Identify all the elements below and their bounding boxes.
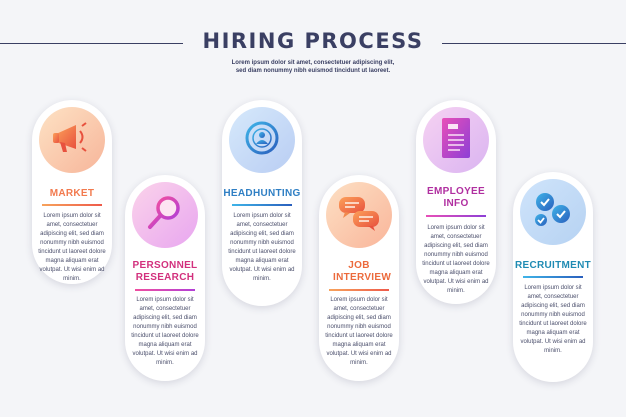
document-icon: [438, 116, 474, 165]
step-underline: [232, 204, 292, 206]
step-underline: [426, 215, 486, 217]
step-underline: [523, 276, 583, 278]
step-underline: [329, 289, 389, 291]
step-label-employee-info: EMPLOYEE INFO: [427, 186, 485, 209]
step-card-personnel-research: PERSONNEL RESEARCH Lorem ipsum dolor sit…: [125, 175, 205, 381]
magnifier-icon: [145, 193, 185, 238]
step-icon-circle: [520, 179, 586, 245]
header-rule-left: [0, 43, 183, 44]
megaphone-icon: [50, 118, 94, 163]
step-label-personnel-research: PERSONNEL RESEARCH: [132, 260, 198, 283]
step-underline: [42, 204, 102, 206]
step-card-recruitment: RECRUITMENT Lorem ipsum dolor sit amet, …: [513, 172, 593, 382]
step-text-recruitment: Lorem ipsum dolor sit amet, consectetuer…: [519, 285, 587, 354]
step-icon-circle: [39, 107, 105, 173]
step-text-market: Lorem ipsum dolor sit amet, consectetuer…: [38, 213, 106, 282]
step-label-headhunting: HEADHUNTING: [223, 188, 301, 199]
header-rule-right: [442, 43, 626, 44]
step-icon-circle: [423, 107, 489, 173]
step-card-headhunting: HEADHUNTING Lorem ipsum dolor sit amet, …: [222, 100, 302, 306]
step-icon-circle: [229, 107, 295, 173]
step-card-employee-info: EMPLOYEE INFO Lorem ipsum dolor sit amet…: [416, 100, 496, 304]
step-text-personnel-research: Lorem ipsum dolor sit amet, consectetuer…: [131, 297, 199, 366]
page-title: HIRING PROCESS: [202, 29, 424, 53]
page-subtitle: Lorem ipsum dolor sit amet, consectetuer…: [231, 60, 395, 74]
step-label-market: MARKET: [49, 188, 95, 199]
checkmarks-icon: [531, 190, 575, 235]
chat-bubbles-icon: [337, 193, 381, 238]
target-person-icon: [240, 116, 284, 165]
step-label-recruitment: RECRUITMENT: [514, 260, 592, 271]
step-card-job-interview: JOB INTERVIEW Lorem ipsum dolor sit amet…: [319, 175, 399, 381]
step-underline: [135, 289, 195, 291]
step-label-job-interview: JOB INTERVIEW: [333, 260, 392, 283]
step-text-headhunting: Lorem ipsum dolor sit amet, consectetuer…: [228, 213, 296, 282]
step-text-job-interview: Lorem ipsum dolor sit amet, consectetuer…: [325, 297, 393, 366]
step-card-market: MARKET Lorem ipsum dolor sit amet, conse…: [32, 100, 112, 284]
step-icon-circle: [132, 182, 198, 248]
step-icon-circle: [326, 182, 392, 248]
step-text-employee-info: Lorem ipsum dolor sit amet, consectetuer…: [422, 225, 490, 294]
